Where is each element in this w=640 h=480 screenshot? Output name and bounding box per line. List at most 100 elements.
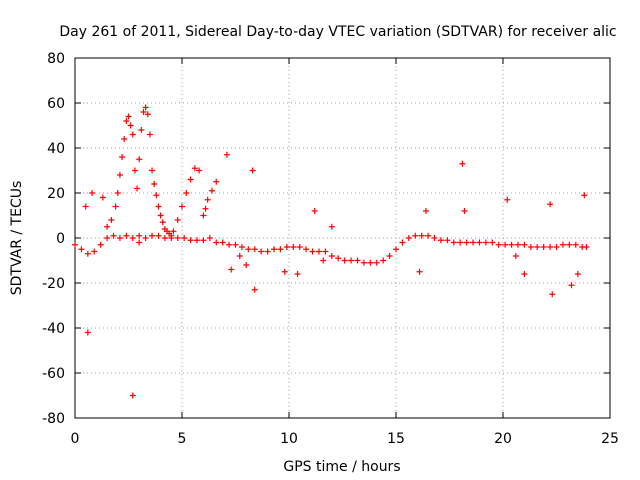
data-point — [136, 156, 143, 163]
data-point — [219, 239, 226, 246]
data-point — [264, 248, 271, 255]
data-point — [142, 235, 149, 241]
data-point — [138, 127, 145, 133]
data-point — [495, 241, 502, 248]
grid-lines — [75, 58, 610, 418]
data-point — [104, 223, 111, 230]
data-point — [168, 232, 175, 239]
x-tick-label: 10 — [280, 431, 298, 447]
y-tick-label: 0 — [56, 231, 65, 247]
data-point — [559, 241, 566, 248]
data-point — [476, 239, 483, 246]
data-point — [431, 235, 438, 241]
data-point — [482, 239, 489, 246]
data-point — [112, 203, 119, 210]
data-point — [174, 217, 181, 223]
data-point — [422, 208, 429, 214]
data-point — [208, 187, 215, 194]
y-tick-label: 80 — [47, 51, 65, 67]
data-point — [309, 248, 316, 255]
data-point — [437, 237, 444, 244]
data-point — [303, 246, 310, 253]
data-point — [204, 196, 211, 203]
data-point — [502, 241, 509, 248]
data-point — [271, 246, 278, 253]
data-point — [521, 271, 528, 277]
data-point — [84, 250, 91, 257]
data-point — [489, 239, 496, 246]
data-point — [191, 165, 198, 172]
data-point — [238, 244, 245, 250]
data-point — [547, 201, 554, 208]
x-tick-label: 5 — [178, 431, 187, 447]
data-point — [386, 253, 393, 259]
data-point — [568, 282, 575, 289]
data-point — [155, 232, 162, 239]
y-tick-label: 40 — [47, 141, 65, 157]
data-point — [142, 104, 149, 111]
data-point — [151, 181, 158, 187]
data-point — [155, 203, 162, 210]
data-point — [116, 235, 123, 241]
x-tick-label: 20 — [494, 431, 512, 447]
y-axis-label: SDTVAR / TECUs — [9, 181, 25, 296]
data-point — [354, 257, 361, 264]
data-point — [134, 185, 141, 192]
data-point — [412, 232, 419, 239]
data-point — [193, 237, 200, 244]
data-point — [136, 232, 143, 239]
data-point — [348, 257, 355, 264]
x-tick-label: 15 — [387, 431, 405, 447]
data-point — [540, 244, 547, 250]
data-point — [508, 241, 515, 248]
data-point — [393, 246, 399, 253]
data-point — [527, 244, 534, 250]
data-point — [463, 239, 470, 246]
data-point — [149, 167, 156, 174]
data-point — [553, 244, 560, 250]
data-point — [457, 239, 464, 246]
data-points — [72, 104, 590, 399]
data-point — [320, 257, 327, 264]
data-point — [583, 244, 590, 250]
data-point — [187, 237, 194, 244]
data-point — [328, 253, 335, 259]
data-point — [78, 246, 85, 253]
y-tick-label: -40 — [42, 321, 65, 337]
data-point — [119, 154, 126, 160]
data-point — [129, 235, 136, 241]
data-point — [461, 208, 468, 214]
data-point — [251, 246, 258, 253]
data-point — [144, 111, 151, 118]
data-point — [140, 109, 147, 115]
data-point — [187, 176, 194, 183]
data-point — [581, 192, 588, 199]
data-point — [504, 196, 511, 203]
data-point — [123, 232, 130, 239]
data-point — [512, 253, 519, 259]
data-point — [213, 178, 220, 185]
data-point — [236, 253, 243, 259]
x-tick-labels: 0 5 10 15 20 25 — [71, 431, 619, 447]
data-point — [341, 257, 348, 264]
y-tick-label: -20 — [42, 276, 65, 292]
x-tick-label: 0 — [71, 431, 80, 447]
data-point — [202, 205, 209, 212]
data-point — [213, 239, 220, 246]
data-point — [181, 235, 188, 241]
data-point — [72, 241, 78, 248]
data-point — [104, 235, 111, 241]
data-point — [125, 113, 132, 120]
data-point — [296, 244, 303, 250]
y-tick-label: -60 — [42, 366, 65, 382]
data-point — [418, 232, 425, 239]
data-point — [521, 241, 528, 248]
data-point — [97, 241, 104, 248]
data-point — [249, 167, 256, 174]
data-point — [129, 392, 136, 399]
data-point — [161, 235, 168, 241]
data-point — [547, 244, 554, 250]
data-point — [294, 271, 301, 277]
data-point — [91, 248, 98, 255]
data-point — [179, 203, 185, 210]
